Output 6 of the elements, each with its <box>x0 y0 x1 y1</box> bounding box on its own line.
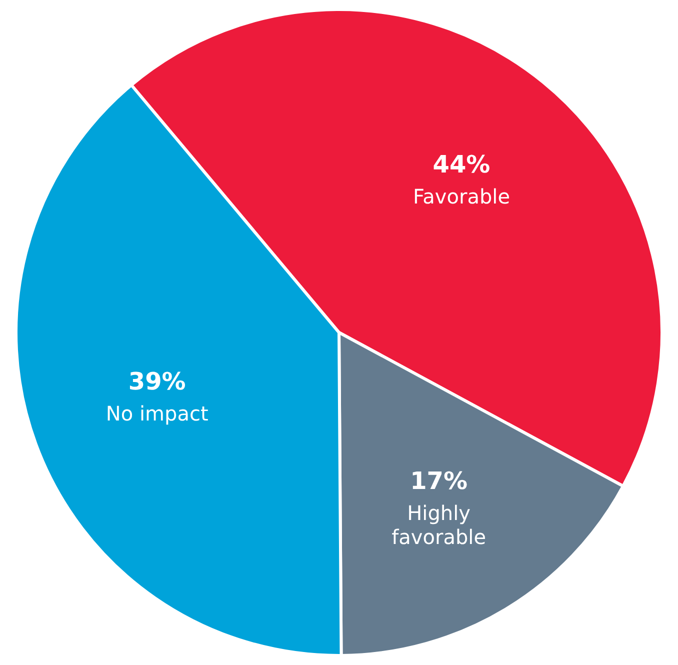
slice-label: Highly favorable <box>392 500 486 549</box>
data-label: 39% <box>128 368 186 396</box>
data-label: 17% <box>410 466 468 495</box>
slice-label: Favorable <box>412 184 510 209</box>
data-label: 44% <box>432 150 490 179</box>
slice-label: No impact <box>106 402 208 426</box>
